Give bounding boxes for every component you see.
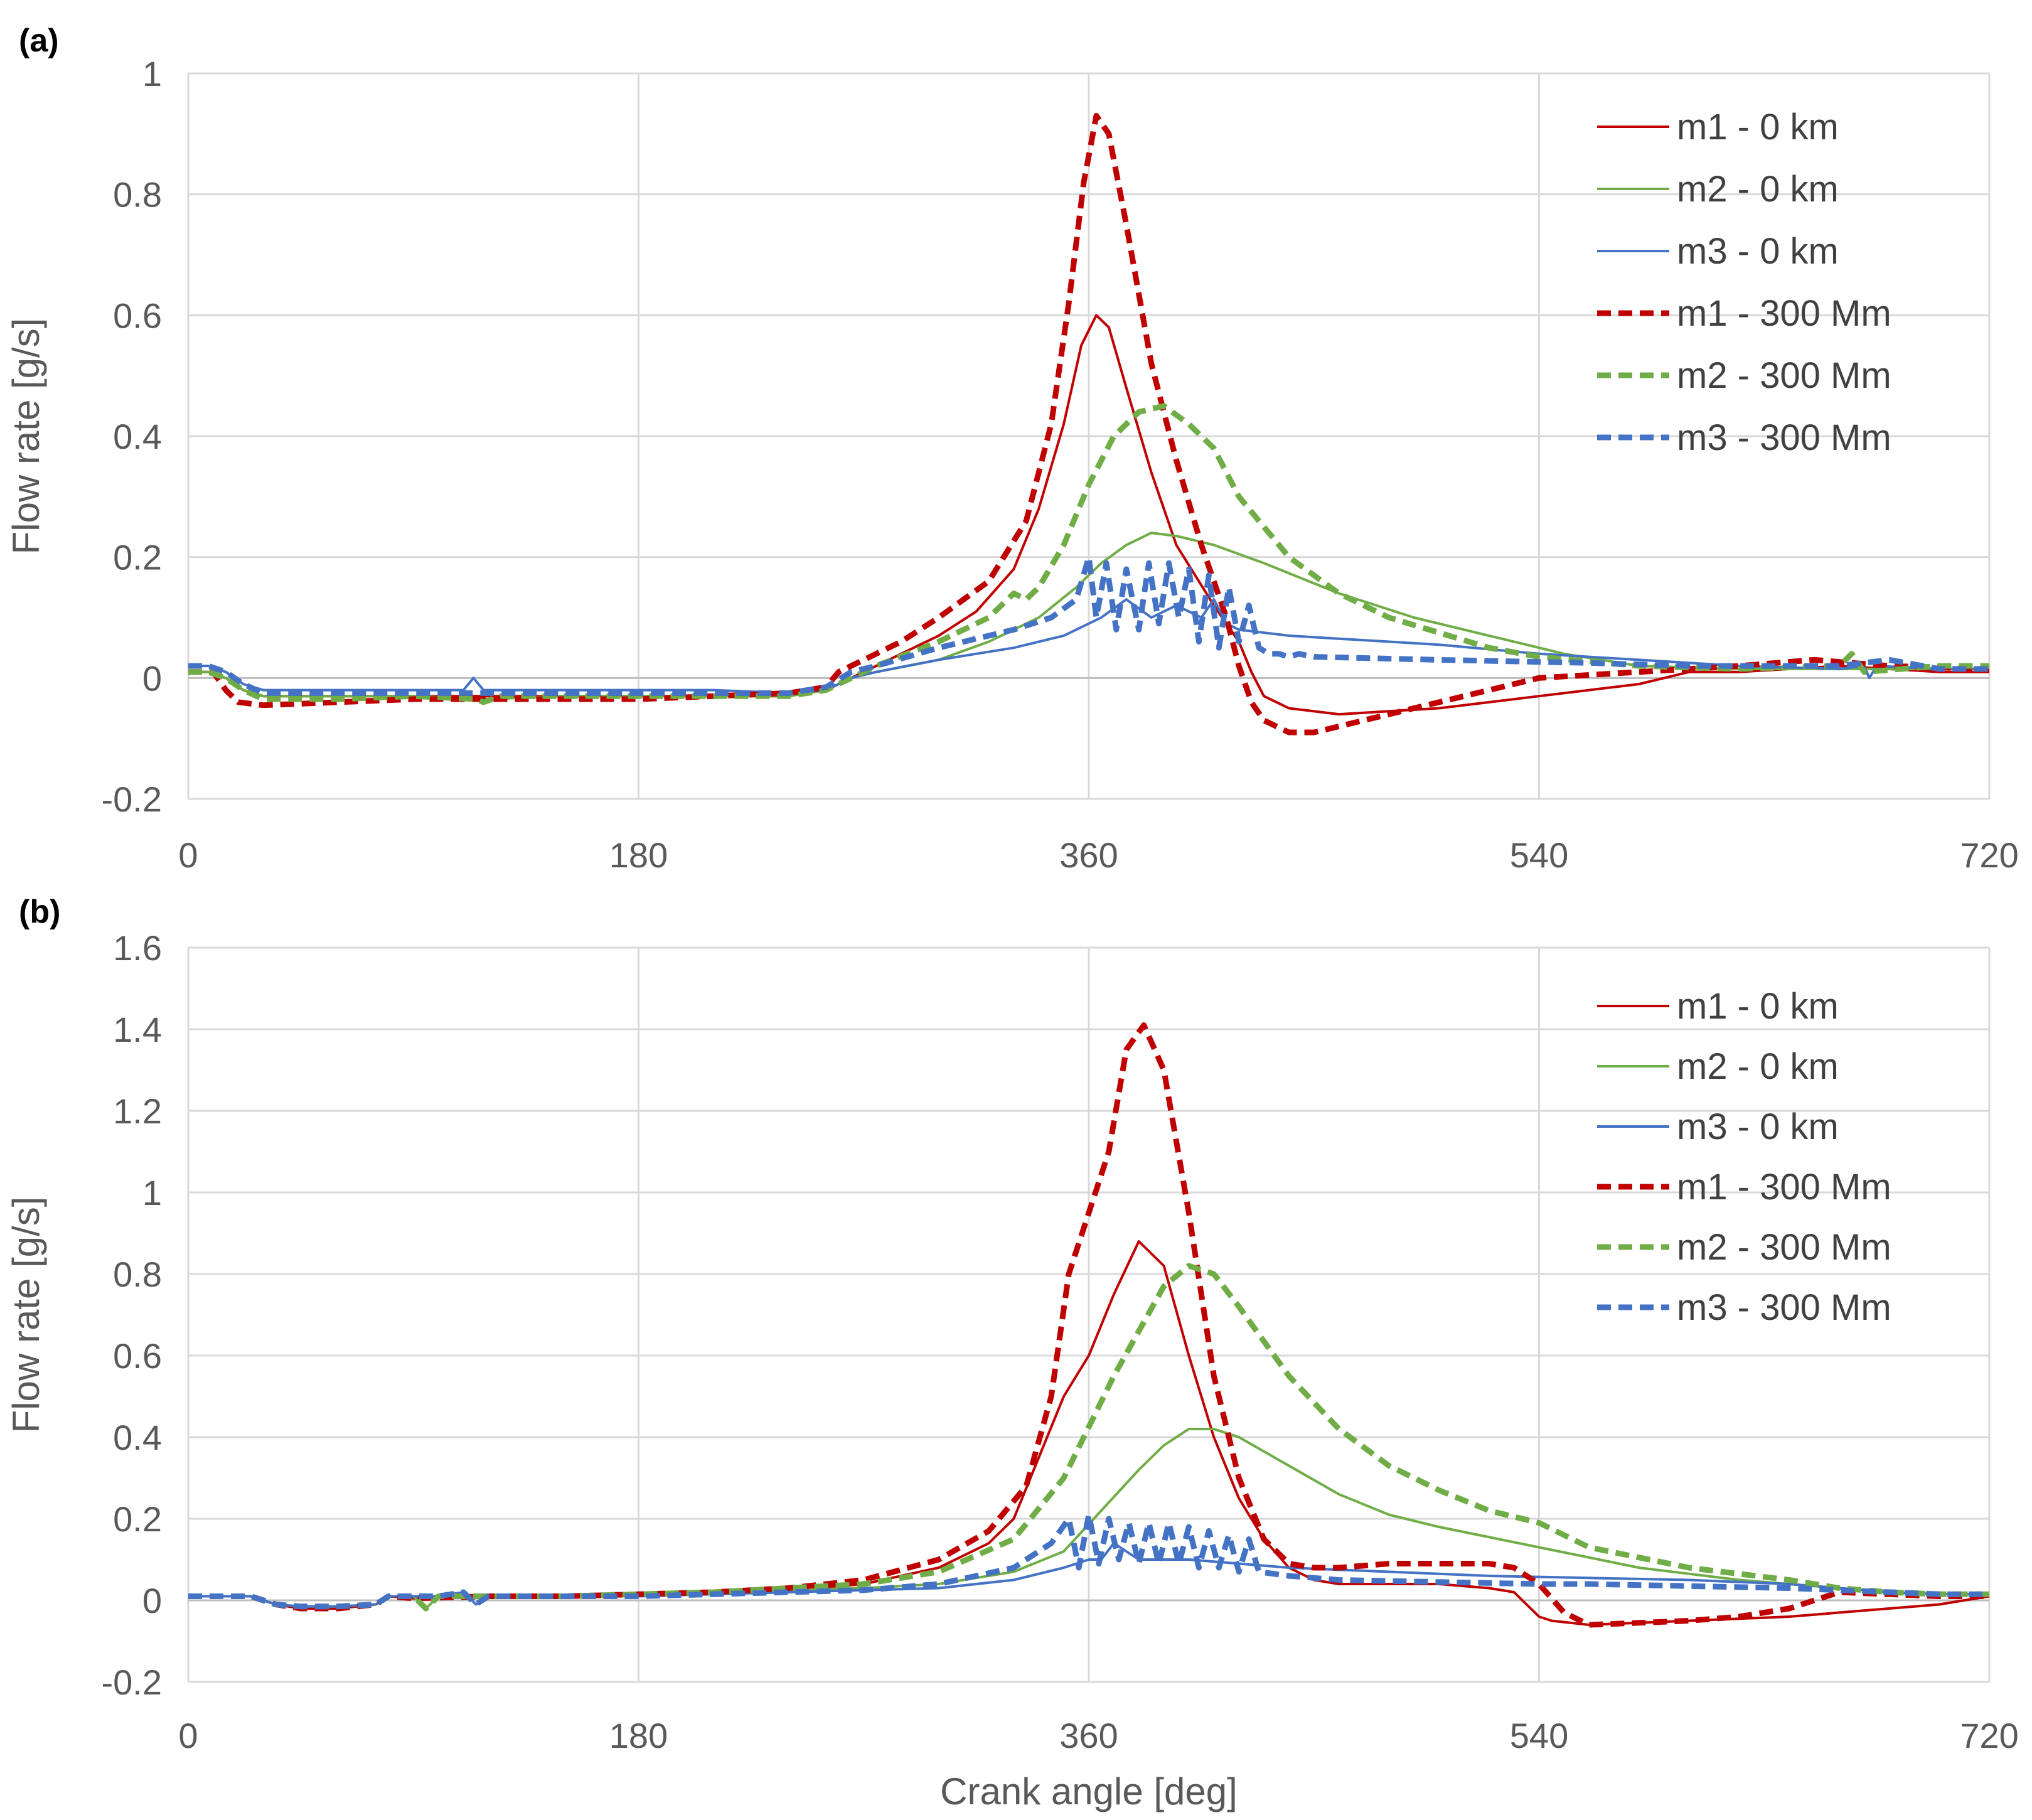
y-tick-label: 0.6 [113, 296, 162, 335]
y-tick-label: 0.2 [113, 538, 162, 577]
x-tick-label: 180 [609, 835, 668, 875]
chart-panel-b: -0.2 0 0.2 0.4 0.6 0.8 1 1.2 1.4 1.6 0 180 360 540 720… [5, 894, 2019, 1812]
x-tick-label: 360 [1059, 835, 1118, 875]
y-tick-label: 1.4 [113, 1010, 162, 1049]
legend-entry: m2 - 0 km [1677, 169, 1839, 210]
legend-entry: m3 - 0 km [1677, 231, 1839, 272]
x-tick-label: 360 [1059, 1716, 1118, 1755]
y-tick-label: 0.2 [113, 1499, 162, 1539]
y-tick-label: 0.4 [113, 1418, 162, 1457]
y-tick-label: 0 [142, 1581, 162, 1620]
y-axis-label: Flow rate [g/s] [5, 318, 47, 555]
x-axis-label: Crank angle [deg] [940, 1770, 1238, 1812]
y-tick-label: 1.6 [113, 928, 162, 968]
y-tick-label: 0 [142, 658, 162, 698]
x-tick-label: 540 [1510, 835, 1568, 875]
legend-entry: m1 - 0 km [1677, 986, 1839, 1027]
y-tick-label: 1 [142, 1173, 162, 1212]
series-line-m3-300-mm [188, 1512, 1989, 1610]
x-tick-label: 540 [1510, 1716, 1568, 1755]
y-tick-label: 1 [142, 54, 162, 94]
series-line-m3-0-km [188, 598, 1989, 695]
y-tick-label: -0.2 [102, 1662, 163, 1702]
y-tick-label: -0.2 [102, 779, 163, 819]
legend-entry: m1 - 300 Mm [1677, 293, 1891, 334]
series-line-m3-300-mm [188, 554, 1989, 696]
x-tick-label: 180 [609, 1716, 668, 1755]
legend-entry: m1 - 300 Mm [1677, 1167, 1891, 1207]
legend-entry: m3 - 300 Mm [1677, 1287, 1891, 1328]
y-tick-label: 0.8 [113, 1255, 162, 1294]
y-tick-label: 1.2 [113, 1091, 162, 1131]
x-tick-label: 0 [178, 1716, 198, 1755]
legend-entry: m2 - 300 Mm [1677, 1227, 1891, 1268]
chart-panel-a: -0.2 0 0.2 0.4 0.6 0.8 1 0 180 360 540 720 (a) Flow r… [5, 23, 2019, 875]
legend-entry: m3 - 300 Mm [1677, 417, 1891, 458]
x-tick-label: 720 [1960, 835, 2018, 875]
series-line-m2-300-mm [188, 403, 1989, 705]
y-tick-label: 0.4 [113, 417, 162, 456]
legend: m1 - 0 km m2 - 0 km m3 - 0 km m1 - 300 Mm m2… [1597, 107, 1891, 458]
panel-label: (b) [19, 894, 60, 930]
legend-entry: m1 - 0 km [1677, 107, 1839, 147]
legend-entry: m2 - 0 km [1677, 1046, 1839, 1087]
x-tick-label: 0 [178, 835, 198, 875]
legend-entry: m3 - 0 km [1677, 1106, 1839, 1147]
y-axis-label: Flow rate [g/s] [5, 1197, 47, 1433]
x-tick-label: 720 [1960, 1716, 2018, 1755]
legend-entry: m2 - 300 Mm [1677, 355, 1891, 396]
y-tick-label: 0.8 [113, 175, 162, 215]
legend: m1 - 0 km m2 - 0 km m3 - 0 km m1 - 300 Mm m2… [1597, 986, 1891, 1328]
panel-label: (a) [19, 23, 59, 59]
y-tick-label: 0.6 [113, 1336, 162, 1376]
series-line-m1-300-mm [188, 112, 1990, 736]
